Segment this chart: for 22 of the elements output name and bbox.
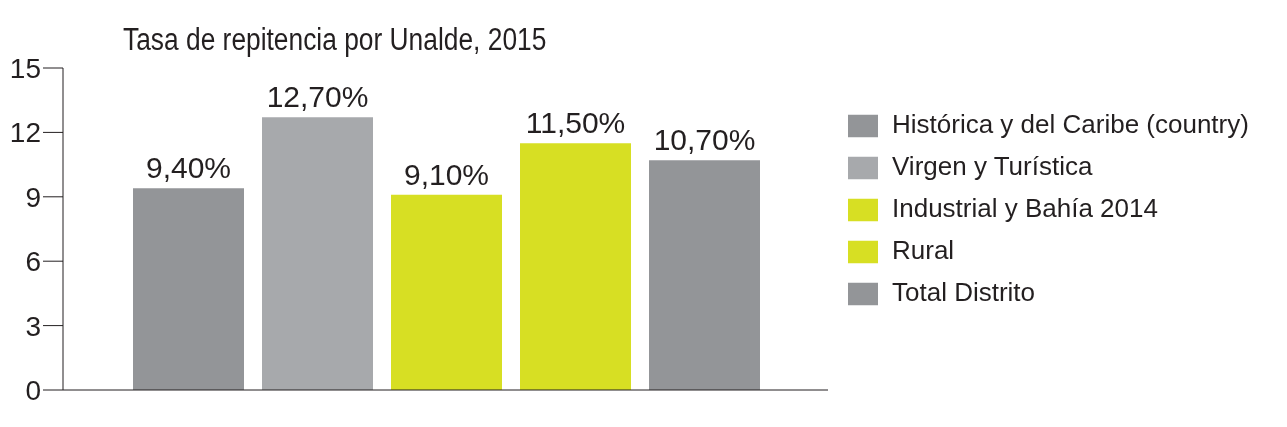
data-label: 11,50% xyxy=(525,106,626,140)
data-label: 9,10% xyxy=(403,157,490,191)
bar xyxy=(262,117,373,390)
bar xyxy=(133,188,244,390)
data-label: 9,40% xyxy=(145,151,232,185)
data-label: 10,70% xyxy=(653,123,756,157)
y-tick-label: 9 xyxy=(25,181,41,213)
y-tick-label: 15 xyxy=(9,52,41,84)
bar xyxy=(520,143,631,390)
y-tick-label: 12 xyxy=(9,117,41,149)
y-tick-label: 3 xyxy=(25,310,41,342)
legend-label: Industrial y Bahía 2014 xyxy=(892,193,1158,223)
bar xyxy=(391,194,502,390)
y-tick-label: 6 xyxy=(25,246,41,278)
bar xyxy=(649,160,760,390)
legend-label: Total Distrito xyxy=(892,277,1036,307)
y-tick-label: 0 xyxy=(25,374,41,406)
chart-title: Tasa de repitencia por Unalde, 2015 xyxy=(123,22,547,58)
legend-label: Rural xyxy=(892,235,955,265)
legend-label: Virgen y Turística xyxy=(892,151,1093,181)
legend-label: Histórica y del Caribe (country) xyxy=(892,109,1249,139)
data-label: 12,70% xyxy=(266,80,369,114)
